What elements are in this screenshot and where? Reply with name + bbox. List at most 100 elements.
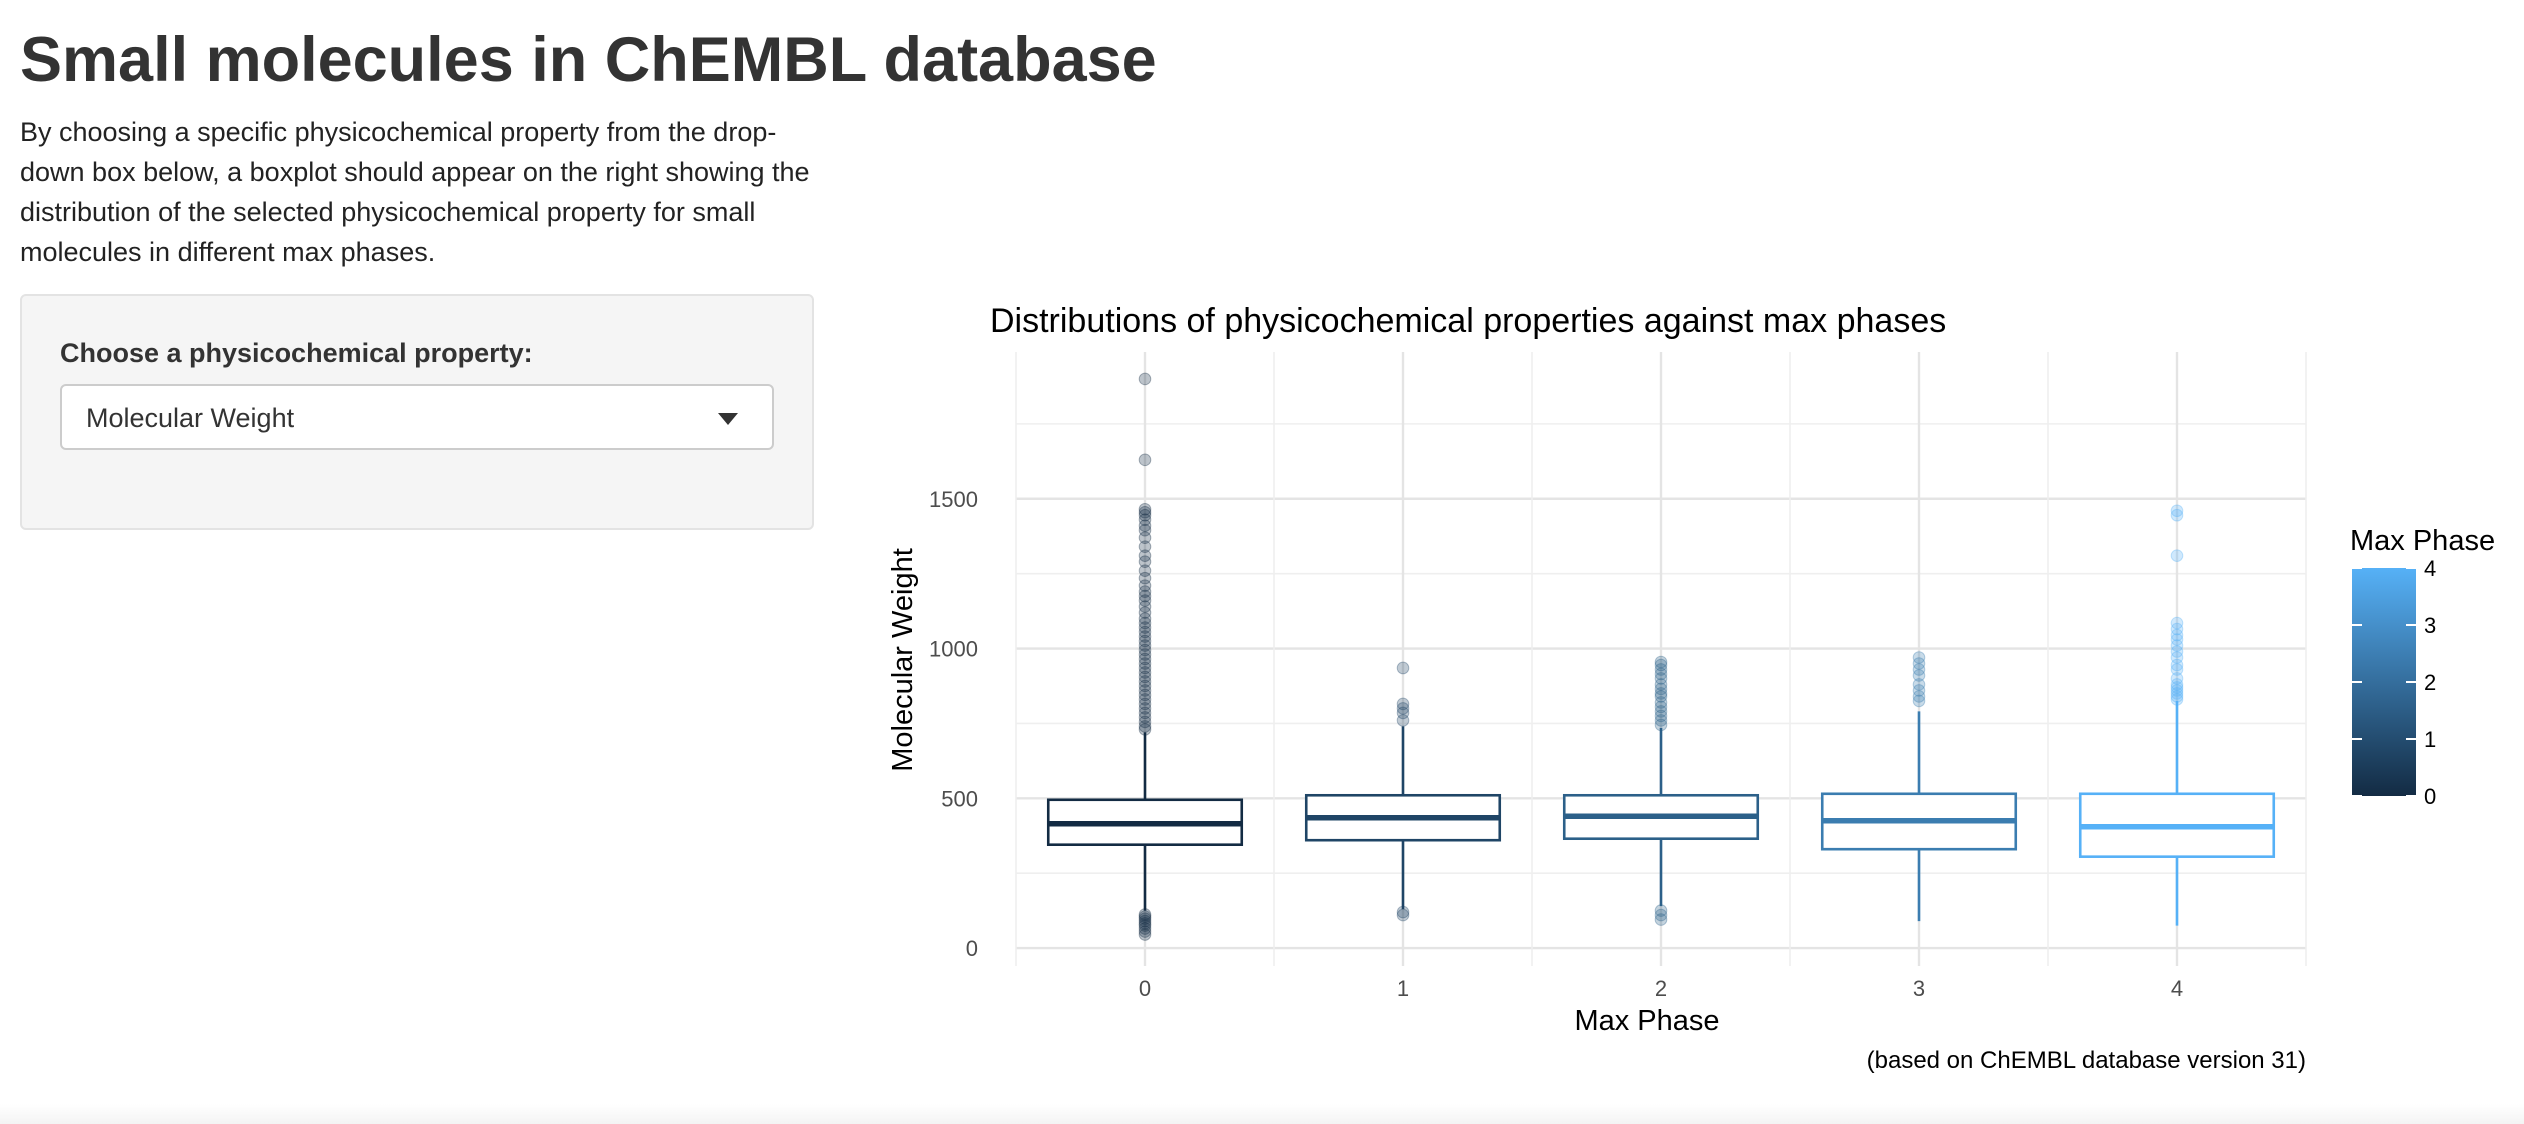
outlier-point (1138, 549, 1152, 562)
outlier-point (2170, 633, 2184, 646)
outlier-point (1138, 612, 1152, 625)
chart-title: Distributions of physicochemical propert… (990, 302, 1946, 340)
outlier-point (2170, 549, 2184, 562)
x-tick-label: 0 (1139, 976, 1151, 1001)
page-description: By choosing a specific physicochemical p… (20, 117, 810, 267)
outlier-point (1138, 657, 1152, 670)
box-category-1 (1304, 726, 1502, 910)
box-category-3 (1820, 711, 2018, 922)
outlier-point (1138, 688, 1152, 702)
outlier-point (1138, 914, 1152, 928)
outlier-point (2170, 508, 2184, 522)
outlier-point (1654, 904, 1668, 917)
outlier-point (1138, 720, 1152, 733)
outlier-point (1138, 606, 1152, 619)
outlier-point (1138, 910, 1152, 923)
outlier-point (1138, 564, 1152, 577)
outlier-point (1138, 697, 1152, 711)
outlier-point (2170, 687, 2184, 700)
chart-caption: (based on ChEMBL database version 31) (1867, 1047, 2306, 1074)
outlier-point (2170, 651, 2184, 664)
outlier-point (2170, 663, 2184, 676)
outlier-point (1138, 922, 1152, 935)
outlier-point (2170, 658, 2184, 672)
outlier-point (2170, 681, 2184, 694)
outlier-point (1654, 687, 1668, 700)
property-select[interactable]: Molecular Weight (60, 384, 774, 450)
box-category-0 (1046, 732, 1244, 911)
page-title: Small molecules in ChEMBL database (20, 25, 1157, 95)
boxes (1046, 700, 2276, 926)
legend-tick-label: 0 (2424, 784, 2436, 809)
outlier-point (1396, 706, 1410, 720)
outlier-point (2170, 690, 2184, 703)
outliers (1138, 372, 2184, 941)
outlier-point (1912, 651, 1926, 664)
outlier-point (1138, 630, 1152, 643)
x-tick-label: 3 (1913, 976, 1925, 1001)
outlier-point (1654, 913, 1668, 926)
outlier-point (1654, 700, 1668, 714)
x-axis-label: Max Phase (1574, 1005, 1719, 1037)
outlier-point (1138, 670, 1152, 684)
outlier-point (1138, 634, 1152, 648)
outlier-point (1138, 684, 1152, 697)
outlier-point (1912, 684, 1926, 697)
legend-colorbar (2352, 568, 2416, 796)
outlier-point (1138, 621, 1152, 634)
outlier-point (1138, 679, 1152, 693)
outlier-point (1138, 523, 1152, 537)
outlier-point (1654, 682, 1668, 696)
outlier-point (1138, 715, 1152, 729)
y-tick-label: 1000 (929, 637, 978, 662)
legend-tick-label: 3 (2424, 613, 2436, 638)
y-tick-label: 1500 (929, 487, 978, 512)
outlier-point (1138, 908, 1152, 921)
outlier-point (1912, 678, 1926, 691)
legend-tick-label: 2 (2424, 670, 2436, 695)
outlier-point (1654, 705, 1668, 718)
outlier-point (2170, 628, 2184, 642)
x-axis-ticks: 0 1 2 3 4 (1139, 976, 2183, 1001)
outlier-point (2170, 693, 2184, 706)
outlier-point (1912, 669, 1926, 682)
outlier-point (2170, 672, 2184, 685)
outlier-point (1396, 661, 1410, 675)
outlier-point (1138, 616, 1152, 630)
outlier-point (1654, 663, 1668, 676)
outlier-point (1138, 589, 1152, 603)
outlier-point (1138, 675, 1152, 688)
outlier-point (1654, 655, 1668, 669)
x-tick-label: 2 (1655, 976, 1667, 1001)
y-tick-label: 0 (966, 936, 978, 961)
outlier-point (1654, 672, 1668, 685)
outlier-point (1138, 661, 1152, 675)
outlier-point (1138, 594, 1152, 607)
box-category-2 (1562, 727, 1760, 907)
outlier-point (1138, 519, 1152, 533)
outlier-point (1654, 709, 1668, 723)
legend-tick-label: 4 (2424, 556, 2436, 581)
page-footer-shade (0, 1104, 2524, 1124)
outlier-point (1654, 696, 1668, 709)
outlier-point (1138, 600, 1152, 613)
outlier-point (1138, 917, 1152, 930)
outlier-point (1138, 693, 1152, 706)
outlier-point (1138, 585, 1152, 598)
outlier-point (1654, 908, 1668, 922)
outlier-point (1912, 694, 1926, 708)
outlier-point (1138, 702, 1152, 715)
outlier-point (1138, 579, 1152, 592)
outlier-point (1138, 555, 1152, 568)
outlier-point (1654, 678, 1668, 691)
outlier-point (1138, 453, 1152, 467)
outlier-point (1654, 718, 1668, 732)
outlier-point (1396, 697, 1410, 711)
property-select-value: Molecular Weight (86, 403, 295, 433)
outlier-point (1138, 928, 1152, 941)
y-tick-label: 500 (941, 786, 978, 811)
outlier-point (1138, 531, 1152, 544)
outlier-point (1138, 706, 1152, 720)
legend-tick-label: 1 (2424, 727, 2436, 752)
outlier-point (1654, 658, 1668, 672)
